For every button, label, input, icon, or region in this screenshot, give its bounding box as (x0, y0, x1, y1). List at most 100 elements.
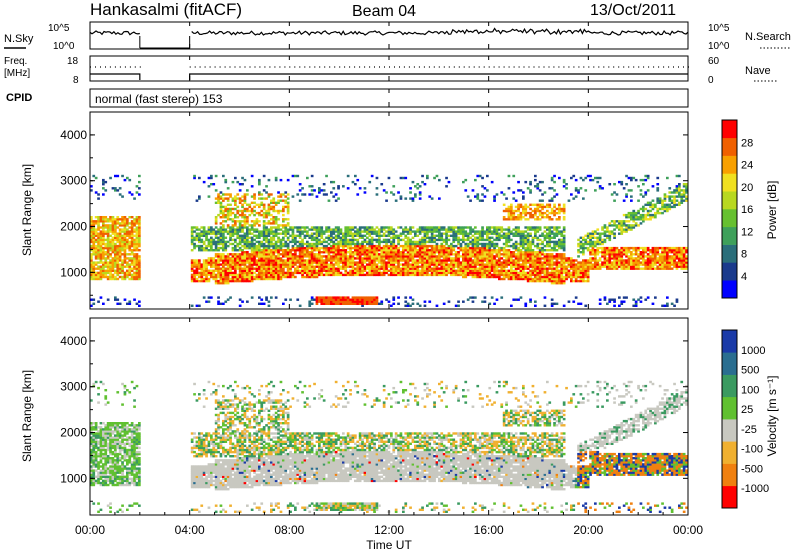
heatmap-cell (416, 253, 420, 256)
heatmap-cell (222, 209, 225, 213)
heatmap-cell (274, 228, 278, 231)
heatmap-cell (282, 230, 285, 233)
heatmap-cell (102, 246, 105, 250)
heatmap-cell (270, 238, 273, 242)
heatmap-cell (529, 246, 532, 250)
heatmap-cell (361, 296, 364, 299)
heatmap-cell (459, 228, 463, 231)
heatmap-cell (534, 273, 537, 277)
heatmap-cell (435, 244, 439, 248)
heatmap-cell (577, 261, 580, 264)
heatmap-cell (202, 240, 206, 244)
heatmap-cell (385, 244, 388, 248)
heatmap-cell (481, 253, 484, 256)
heatmap-cell (411, 255, 415, 258)
heatmap-cell (447, 263, 451, 266)
heatmap-cell (318, 255, 321, 258)
heatmap-cell (346, 238, 350, 242)
heatmap-cell (224, 259, 228, 262)
heatmap-cell (200, 246, 204, 250)
heatmap-cell (306, 275, 309, 279)
heatmap-cell (507, 263, 511, 266)
heatmap-cell (104, 238, 108, 242)
heatmap-cell (598, 232, 602, 235)
heatmap-cell (308, 255, 312, 258)
heatmap-cell (378, 240, 381, 244)
heatmap-cell (318, 187, 321, 190)
heatmap-cell (351, 246, 355, 250)
heatmap-cell (135, 222, 139, 225)
heatmap-cell (596, 261, 600, 264)
heatmap-cell (574, 279, 578, 283)
heatmap-cell (522, 269, 525, 272)
heatmap-cell (519, 218, 523, 221)
heatmap-cell (505, 207, 508, 211)
heatmap-cell (114, 234, 117, 237)
heatmap-cell (430, 246, 434, 250)
heatmap-cell (248, 228, 252, 231)
heatmap-cell (596, 236, 600, 239)
heatmap-cell (274, 244, 278, 248)
heatmap-cell (92, 236, 96, 239)
heatmap-cell (553, 232, 556, 235)
heatmap-cell (471, 275, 475, 279)
heatmap-cell (464, 232, 468, 235)
heatmap-cell (294, 242, 297, 246)
heatmap-cell (116, 232, 120, 235)
heatmap-cell (558, 218, 561, 221)
heatmap-cell (493, 255, 496, 258)
heatmap-cell (351, 300, 355, 303)
heatmap-cell (368, 271, 372, 275)
heatmap-cell (574, 271, 578, 275)
heatmap-cell (404, 263, 408, 266)
heatmap-cell (368, 259, 372, 262)
heatmap-cell (258, 267, 261, 270)
heatmap-cell (418, 261, 422, 264)
heatmap-cell (121, 238, 124, 242)
heatmap-cell (512, 246, 516, 250)
heatmap-cell (452, 230, 456, 233)
heatmap-cell (390, 259, 393, 262)
heatmap-cell (344, 255, 348, 258)
heatmap-cell (133, 249, 136, 252)
heatmap-cell (478, 242, 482, 246)
heatmap-cell (522, 236, 525, 239)
heatmap-cell (267, 205, 271, 209)
heatmap-cell (406, 242, 410, 246)
heatmap-cell (138, 269, 141, 272)
heatmap-cell (267, 263, 271, 266)
heatmap-cell (526, 261, 530, 264)
heatmap-cell (260, 261, 264, 264)
heatmap-cell (118, 236, 122, 239)
heatmap-cell (282, 275, 285, 279)
nave-tick-bottom: 0 (708, 75, 714, 86)
heatmap-cell (476, 197, 480, 200)
heatmap-cell (471, 253, 475, 256)
heatmap-cell (392, 234, 396, 237)
heatmap-cell (519, 277, 523, 281)
heatmap-cell (574, 189, 578, 192)
heatmap-cell (97, 236, 100, 239)
heatmap-cell (541, 271, 544, 275)
heatmap-cell (486, 267, 489, 270)
heatmap-cell (478, 261, 482, 264)
heatmap-cell (498, 232, 501, 235)
heatmap-cell (385, 267, 388, 270)
heatmap-cell (363, 191, 367, 194)
heatmap-cell (253, 263, 256, 266)
heatmap-cell (265, 213, 268, 217)
heatmap-cell (454, 271, 458, 275)
heatmap-cell (363, 300, 367, 303)
heatmap-cell (286, 269, 290, 272)
heatmap-cell (507, 236, 511, 239)
heatmap-cell (207, 240, 211, 244)
heatmap-cell (303, 275, 307, 279)
heatmap-cell (246, 207, 249, 211)
heatmap-cell (138, 224, 141, 227)
heatmap-cell (373, 228, 376, 231)
heatmap-cell (344, 249, 348, 252)
heatmap-cell (394, 246, 398, 250)
heatmap-cell (397, 265, 400, 268)
heatmap-cell (409, 232, 412, 235)
heatmap-cell (358, 232, 362, 235)
